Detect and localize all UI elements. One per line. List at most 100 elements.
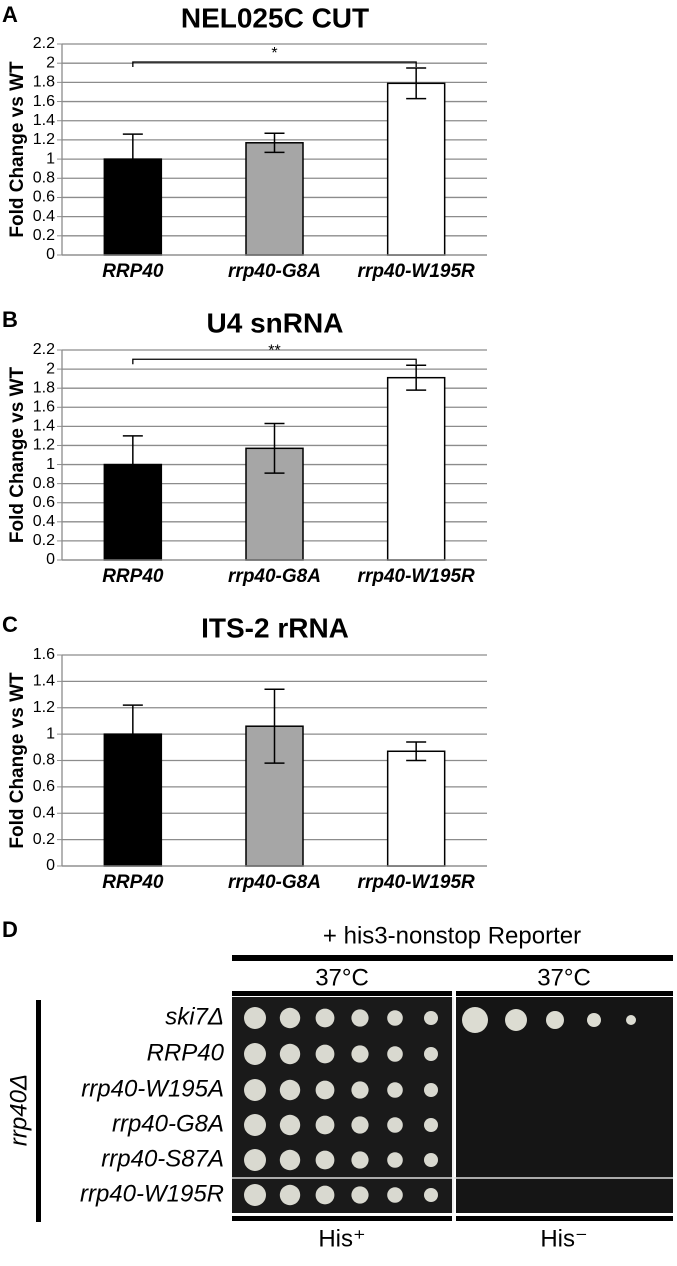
x-tick-label: rrp40-G8A <box>228 872 321 893</box>
significance-label: ** <box>268 342 280 359</box>
colony <box>387 1117 403 1133</box>
colony <box>279 1079 301 1101</box>
colony <box>387 1187 403 1203</box>
condition-bar <box>232 991 452 996</box>
y-tick-label: 0.4 <box>33 513 55 530</box>
error-bar <box>122 133 143 185</box>
error-bar <box>264 422 285 474</box>
y-tick-label: 0.6 <box>33 494 55 511</box>
error-bar <box>406 67 427 100</box>
colony <box>244 1079 266 1101</box>
colony <box>244 1149 266 1171</box>
y-tick-label: 1.4 <box>33 418 55 435</box>
plate <box>456 997 673 1213</box>
strain-label: ski7Δ <box>165 1003 224 1030</box>
panel-label: D <box>2 917 18 942</box>
colony <box>387 1010 403 1026</box>
y-axis-label: Fold Change vs WT <box>7 366 28 543</box>
bar <box>386 750 446 867</box>
header-bar <box>232 955 673 961</box>
y-tick-label: 0.6 <box>33 189 55 206</box>
colony <box>351 1116 369 1134</box>
colony <box>279 1149 301 1171</box>
colony <box>546 1011 564 1029</box>
panel-label: A <box>2 2 18 27</box>
colony <box>351 1186 369 1204</box>
colony <box>351 1009 369 1027</box>
y-tick-label: 1.2 <box>33 437 55 454</box>
y-tick-label: 1.8 <box>33 379 55 396</box>
y-tick-label: 2 <box>46 360 55 377</box>
y-tick-label: 1 <box>46 725 55 742</box>
error-bar <box>264 132 285 154</box>
y-tick-label: 0.2 <box>33 831 55 848</box>
y-tick-label: 1 <box>46 150 55 167</box>
panel-label: C <box>2 612 18 637</box>
error-bar <box>264 688 285 764</box>
colony <box>244 1114 266 1136</box>
y-tick-label: 1.2 <box>33 131 55 148</box>
condition-label: 37°C <box>537 964 591 991</box>
y-tick-label: 0.2 <box>33 532 55 549</box>
y-tick-label: 0.2 <box>33 227 55 244</box>
strain-label: rrp40-G8A <box>112 1110 224 1137</box>
error-bar <box>122 435 143 494</box>
error-bar <box>406 741 427 762</box>
colony <box>315 1115 335 1135</box>
colonies <box>244 997 636 1213</box>
colony <box>387 1046 403 1062</box>
y-tick-label: 0.4 <box>33 804 55 821</box>
x-tick-label: RRP40 <box>102 872 164 893</box>
y-tick-label: 1.6 <box>33 93 55 110</box>
strain-label: rrp40-S87A <box>101 1145 224 1172</box>
y-tick-label: 2.2 <box>33 341 55 358</box>
error-bar <box>406 364 427 391</box>
x-tick-label: rrp40-G8A <box>228 566 321 587</box>
y-tick-label: 1.8 <box>33 74 55 91</box>
y-tick-label: 2 <box>46 54 55 71</box>
x-tick-label: rrp40-W195R <box>358 872 475 893</box>
media-bar <box>232 1216 452 1221</box>
colony <box>244 1184 266 1206</box>
colony <box>387 1082 403 1098</box>
colony <box>351 1045 369 1063</box>
y-tick-label: 1.4 <box>33 673 55 690</box>
y-tick-label: 0 <box>46 857 55 874</box>
colony <box>587 1013 601 1027</box>
colony <box>424 1083 438 1097</box>
colony <box>505 1009 527 1031</box>
chart-title: ITS-2 rRNA <box>201 612 349 643</box>
x-tick-label: rrp40-G8A <box>228 261 321 282</box>
panel-label: B <box>2 307 18 332</box>
colony <box>351 1151 369 1169</box>
colony <box>244 1043 266 1065</box>
colony <box>279 1114 301 1136</box>
colony <box>424 1118 438 1132</box>
significance-bracket <box>132 61 417 67</box>
colony <box>315 1185 335 1205</box>
y-tick-label: 1.6 <box>33 646 55 663</box>
reporter-header: + his3-nonstop Reporter <box>323 922 581 949</box>
colony <box>424 1153 438 1167</box>
y-tick-label: 1.2 <box>33 699 55 716</box>
colony <box>279 1184 301 1206</box>
colony <box>351 1081 369 1099</box>
colony <box>244 1007 266 1029</box>
x-tick-label: RRP40 <box>102 566 164 587</box>
y-tick-label: 0.8 <box>33 169 55 186</box>
y-tick-label: 1.4 <box>33 112 55 129</box>
side-label: rrp40Δ <box>5 1074 32 1146</box>
x-tick-label: rrp40-W195R <box>358 261 475 282</box>
condition-bar <box>456 991 673 996</box>
colony <box>424 1047 438 1061</box>
y-tick-label: 0.4 <box>33 208 55 225</box>
bar <box>386 82 446 256</box>
y-tick-label: 0.6 <box>33 778 55 795</box>
plate <box>232 997 452 1213</box>
x-tick-label: RRP40 <box>102 261 164 282</box>
colony <box>424 1011 438 1025</box>
chart-title: NEL025C CUT <box>181 2 369 33</box>
error-bar <box>122 704 143 764</box>
y-tick-label: 2.2 <box>33 35 55 52</box>
colony <box>315 1044 335 1064</box>
